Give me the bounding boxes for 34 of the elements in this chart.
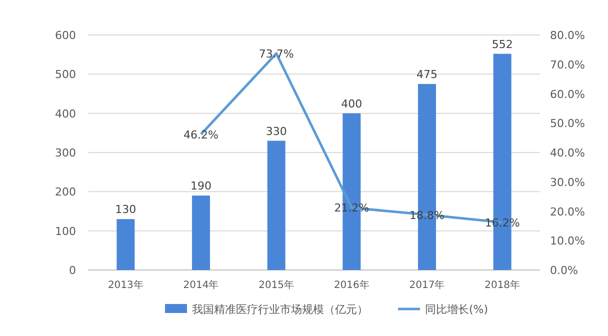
legend-label: 我国精准医疗行业市场规模（亿元） — [192, 303, 368, 316]
y2-tick-label: 0.0% — [550, 264, 578, 277]
data-label: 130 — [115, 203, 136, 216]
legend-label: 同比增长(%) — [425, 303, 488, 316]
data-label: 552 — [492, 38, 513, 51]
y2-tick-label: 70.0% — [550, 58, 585, 72]
y2-tick-label: 20.0% — [550, 205, 585, 218]
y2-tick-label: 80.0% — [550, 29, 585, 42]
data-label: 190 — [190, 180, 212, 193]
x-tick-label: 2017年 — [409, 279, 445, 291]
bar — [192, 196, 210, 270]
x-tick-label: 2016年 — [334, 279, 370, 291]
y-tick-label: 600 — [55, 29, 76, 42]
x-tick-label: 2018年 — [484, 279, 520, 291]
y2-tick-label: 10.0% — [550, 234, 585, 248]
data-label: 475 — [416, 68, 438, 81]
bar — [267, 140, 286, 270]
y-tick-label: 400 — [55, 107, 76, 120]
x-tick-label: 2013年 — [108, 279, 144, 291]
y-tick-label: 300 — [55, 146, 76, 160]
y2-tick-label: 60.0% — [550, 88, 585, 101]
y-tick-label: 500 — [55, 68, 76, 82]
y-tick-label: 0 — [69, 264, 76, 277]
y-tick-label: 100 — [55, 224, 76, 238]
data-label: 400 — [341, 97, 362, 110]
y-tick-label: 200 — [55, 186, 76, 199]
y2-tick-label: 40.0% — [550, 146, 585, 160]
bar — [116, 219, 135, 270]
data-label: 330 — [266, 124, 287, 138]
y2-tick-label: 30.0% — [550, 176, 585, 189]
y2-tick-label: 50.0% — [550, 117, 585, 130]
x-tick-label: 2014年 — [183, 279, 219, 291]
data-label: 46.2% — [184, 128, 218, 142]
x-tick-label: 2015年 — [258, 279, 294, 291]
